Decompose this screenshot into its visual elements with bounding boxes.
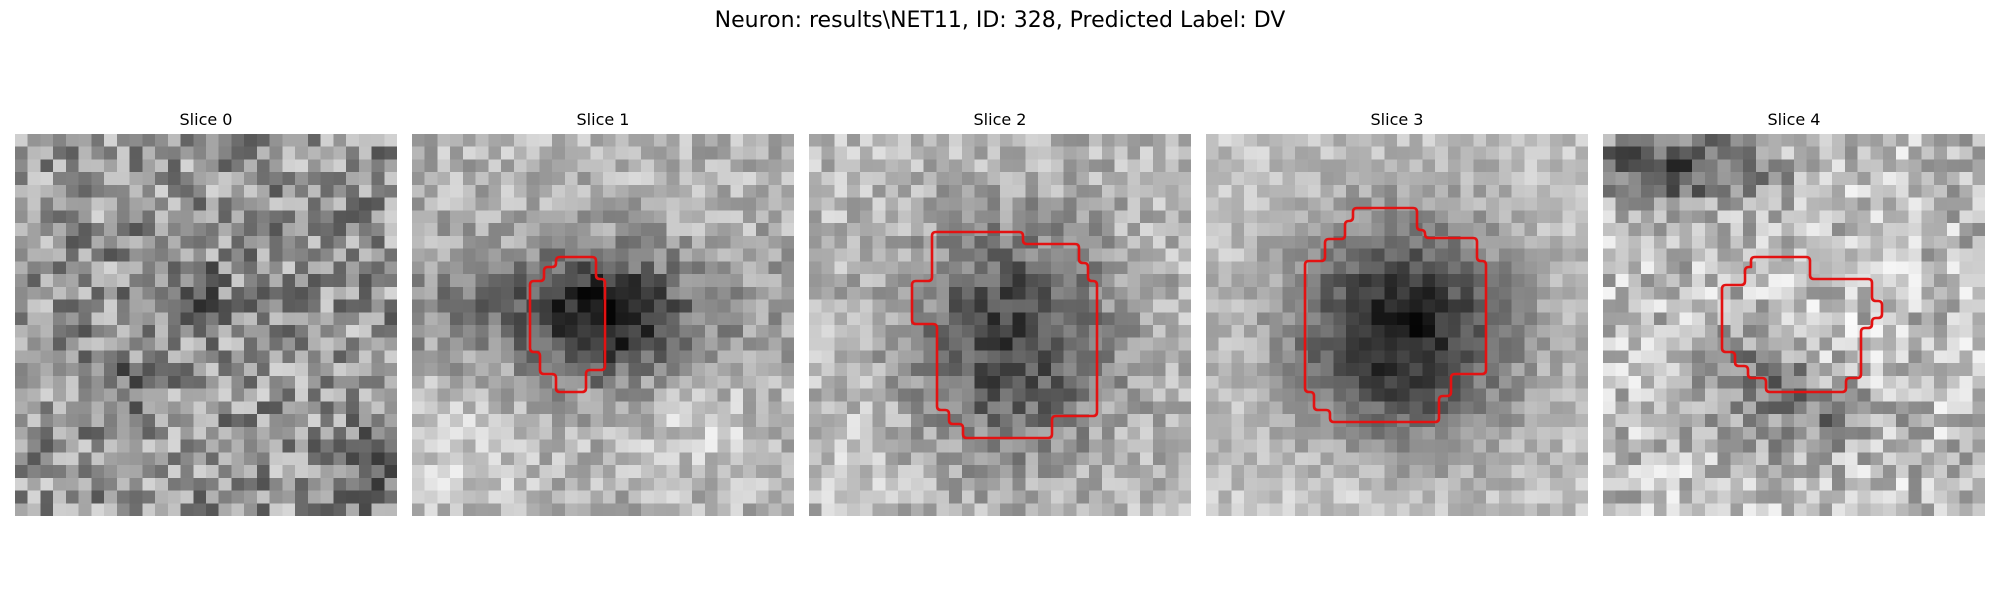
figure-title: Neuron: results\NET11, ID: 328, Predicte… [714,8,1286,33]
slice-0-image [15,134,397,516]
slice-1-title: Slice 1 [576,110,630,129]
slice-0-title: Slice 0 [179,110,233,129]
slice-4-image [1603,134,1985,516]
slice-4-title: Slice 4 [1767,110,1821,129]
slice-3-title: Slice 3 [1370,110,1424,129]
slice-1-image [412,134,794,516]
slice-2-image [809,134,1191,516]
slice-3-image [1206,134,1588,516]
slice-2-title: Slice 2 [973,110,1027,129]
